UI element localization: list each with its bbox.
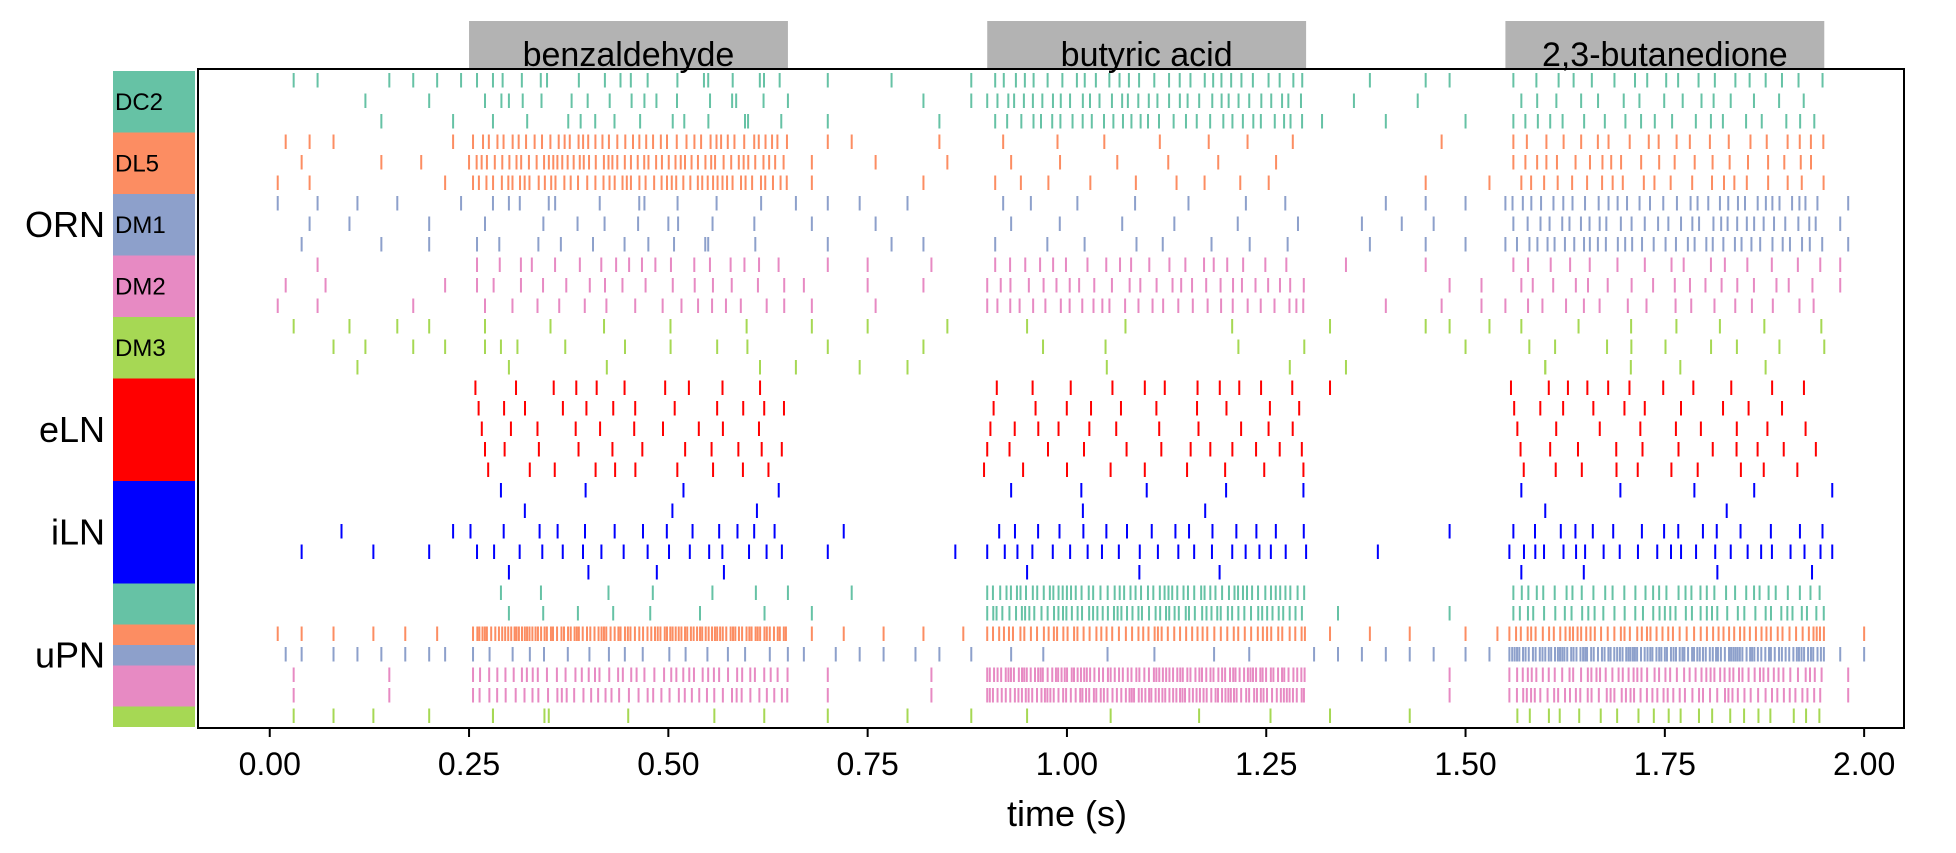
row-color-block <box>113 71 195 133</box>
row-color-block <box>113 706 195 727</box>
group-label: eLN <box>39 409 105 450</box>
x-tick-label: 0.75 <box>837 746 899 782</box>
glomerulus-label: DC2 <box>115 89 163 116</box>
group-label: ORN <box>25 204 105 245</box>
stimulus-bar <box>1505 21 1825 69</box>
x-tick-label: 2.00 <box>1833 746 1895 782</box>
row-color-block <box>113 583 195 625</box>
row-color-block <box>113 378 195 481</box>
row-color-block <box>113 624 195 645</box>
row-color-block <box>113 645 195 666</box>
group-label: iLN <box>51 511 105 552</box>
x-tick-label: 0.50 <box>637 746 699 782</box>
row-color-block <box>113 317 195 379</box>
x-tick-label: 1.50 <box>1434 746 1496 782</box>
x-tick-label: 1.25 <box>1235 746 1297 782</box>
row-color-strip: DC2 DL5 DM1 DM2 DM3 <box>113 71 195 727</box>
stimulus-bars: benzaldehyde butyric acid 2,3-butanedione <box>469 21 1825 74</box>
x-axis: 0.00 0.25 0.50 0.75 1.00 1.25 1.50 1.75 2.00 <box>239 728 1895 782</box>
stimulus-label: 2,3-butanedione <box>1542 36 1788 74</box>
x-tick-label: 1.00 <box>1036 746 1098 782</box>
glomerulus-label: DM3 <box>115 335 166 362</box>
glomerulus-label: DM1 <box>115 212 166 239</box>
stimulus-bar <box>469 21 788 69</box>
glomerulus-label: DM2 <box>115 273 166 300</box>
row-color-block <box>113 665 195 707</box>
stimulus-label: benzaldehyde <box>523 36 735 74</box>
row-color-block <box>113 194 195 256</box>
row-color-block <box>113 481 195 584</box>
x-tick-label: 1.75 <box>1634 746 1696 782</box>
stimulus-bar <box>987 21 1307 69</box>
stimulus-label: butyric acid <box>1061 36 1233 74</box>
group-label: uPN <box>35 634 105 675</box>
row-color-block <box>113 132 195 194</box>
x-tick-label: 0.00 <box>239 746 301 782</box>
plot-frame <box>197 68 1905 729</box>
glomerulus-label: DL5 <box>115 150 159 177</box>
x-axis-title: time (s) <box>1007 793 1127 834</box>
row-color-block <box>113 255 195 317</box>
group-labels: ORN eLN iLN uPN <box>25 204 105 676</box>
spike-raster <box>276 73 1866 723</box>
x-tick-label: 0.25 <box>438 746 500 782</box>
